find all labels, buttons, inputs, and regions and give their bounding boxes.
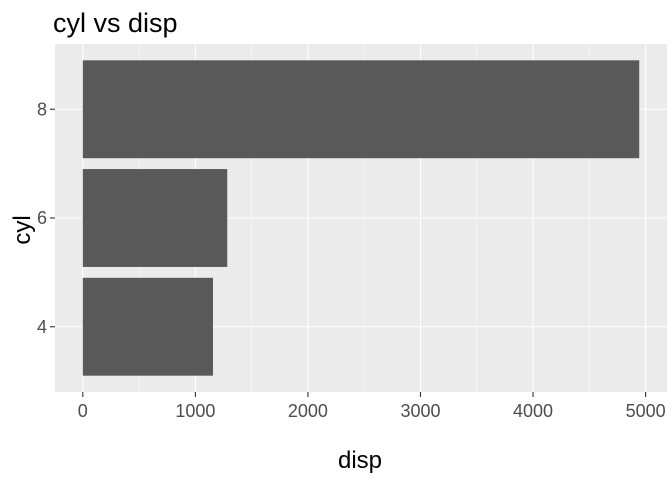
bar-cyl-4 <box>82 277 213 376</box>
y-axis: 4 6 8 <box>37 99 55 337</box>
x-tick-label: 5000 <box>626 401 666 421</box>
x-tick-label: 3000 <box>400 401 440 421</box>
bar-cyl-6 <box>82 169 228 267</box>
x-tick-label: 4000 <box>513 401 553 421</box>
y-tick-label: 4 <box>37 317 47 337</box>
chart-title: cyl vs disp <box>53 8 178 38</box>
y-tick-label: 8 <box>37 99 47 119</box>
y-tick-label: 6 <box>37 208 47 228</box>
y-axis-title: cyl <box>9 215 36 244</box>
x-tick-label: 2000 <box>288 401 328 421</box>
bars <box>82 60 640 376</box>
x-tick-label: 1000 <box>175 401 215 421</box>
x-tick-label: 0 <box>78 401 88 421</box>
bar-cyl-8 <box>82 60 640 159</box>
x-axis-title: disp <box>338 447 382 474</box>
x-axis: 0 1000 2000 3000 4000 5000 <box>78 392 666 421</box>
